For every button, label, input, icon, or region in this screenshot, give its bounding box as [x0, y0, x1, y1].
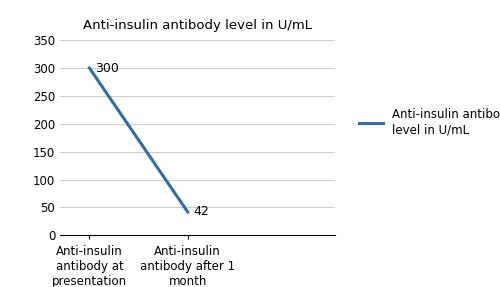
Text: 42: 42 — [194, 205, 210, 218]
Legend: Anti-insulin antibody
level in U/mL: Anti-insulin antibody level in U/mL — [354, 103, 500, 141]
Title: Anti-insulin antibody level in U/mL: Anti-insulin antibody level in U/mL — [83, 19, 312, 32]
Text: 300: 300 — [96, 61, 119, 75]
